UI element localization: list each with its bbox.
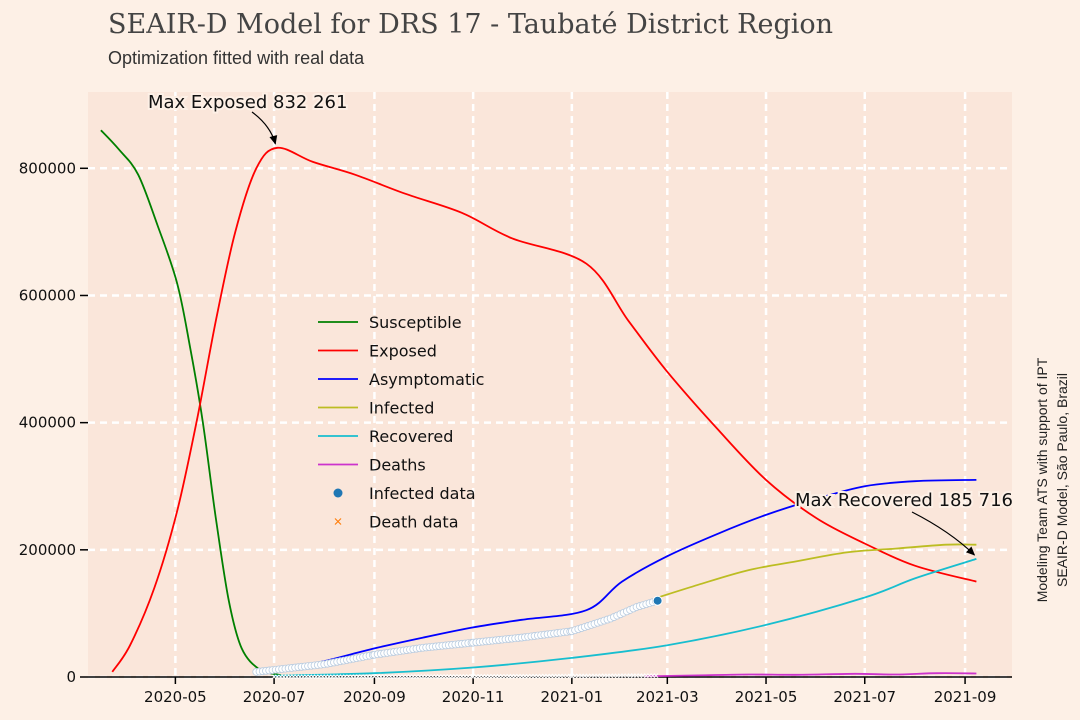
legend-item-0: Susceptible bbox=[318, 313, 462, 332]
legend-item-1: Exposed bbox=[318, 342, 437, 361]
death-data-point bbox=[567, 673, 573, 679]
y-tick-label-1: 200000 bbox=[19, 541, 76, 559]
credit-block: Modeling Team ATS with support of IPT SE… bbox=[1034, 357, 1070, 602]
y-tick-label-3: 600000 bbox=[19, 286, 76, 304]
legend-item-6: Infected data bbox=[333, 484, 476, 503]
series-line-infected bbox=[657, 543, 977, 599]
legend-label: Deaths bbox=[369, 456, 426, 475]
legend-label: Exposed bbox=[369, 342, 437, 361]
legend-item-4: Recovered bbox=[318, 427, 453, 446]
infected-data-last-point bbox=[652, 595, 663, 606]
x-tick-label-6: 2021-05 bbox=[735, 688, 798, 706]
legend-swatch bbox=[334, 518, 342, 525]
chart-subtitle: Optimization fitted with real data bbox=[108, 48, 365, 68]
series-line-recovered bbox=[274, 558, 977, 677]
x-tick-label-1: 2020-07 bbox=[243, 688, 306, 706]
legend-label: Infected data bbox=[369, 484, 476, 503]
series-line-susceptible bbox=[100, 129, 281, 676]
x-tick-label-0: 2020-05 bbox=[144, 688, 207, 706]
series-line-deaths bbox=[644, 672, 977, 678]
legend-item-3: Infected bbox=[318, 399, 434, 418]
legend-item-7: Death data bbox=[334, 513, 459, 532]
annotation-arrow-0 bbox=[251, 111, 278, 145]
death-data-point bbox=[469, 673, 474, 679]
y-tick-label-2: 400000 bbox=[19, 414, 76, 432]
y-tick-label-0: 0 bbox=[66, 668, 76, 686]
x-tick-label-2: 2020-09 bbox=[343, 688, 406, 706]
data-series-0 bbox=[252, 595, 663, 676]
series-line-exposed bbox=[111, 146, 977, 673]
x-tick-label-3: 2020-11 bbox=[442, 688, 505, 706]
x-tick-label-8: 2021-09 bbox=[934, 688, 997, 706]
x-tick-label-4: 2021-01 bbox=[541, 688, 604, 706]
series-line-asymptomatic bbox=[273, 479, 977, 673]
death-data-point bbox=[653, 673, 659, 678]
annotations: Max Exposed 832 261 Max Recovered 185 716 bbox=[146, 90, 1015, 556]
legend: Susceptible Exposed Asymptomatic Infected Re… bbox=[318, 313, 484, 532]
annotation-label-0: Max Exposed 832 261 bbox=[148, 92, 347, 113]
series-lines bbox=[100, 129, 977, 678]
x-tick-label-7: 2021-07 bbox=[833, 688, 896, 706]
legend-item-5: Deaths bbox=[318, 456, 426, 475]
legend-item-2: Asymptomatic bbox=[318, 370, 484, 389]
chart-title: SEAIR-D Model for DRS 17 - Taubaté Distr… bbox=[108, 9, 833, 40]
legend-label: Asymptomatic bbox=[369, 370, 484, 389]
legend-swatch bbox=[333, 488, 343, 498]
credit-line-2: SEAIR-D Model, São Paulo, Brazil bbox=[1054, 373, 1070, 587]
credit-line-1: Modeling Team ATS with support of IPT bbox=[1034, 357, 1050, 602]
legend-label: Infected bbox=[369, 399, 434, 418]
y-tick-label-4: 800000 bbox=[19, 159, 76, 177]
legend-label: Susceptible bbox=[369, 313, 462, 332]
legend-label: Death data bbox=[369, 513, 459, 532]
data-series-1 bbox=[271, 673, 659, 680]
annotation-arrow-1 bbox=[911, 511, 976, 556]
data-markers bbox=[252, 595, 663, 680]
plot-area bbox=[88, 92, 1012, 677]
x-tick-label-5: 2021-03 bbox=[636, 688, 699, 706]
legend-label: Recovered bbox=[369, 427, 453, 446]
annotation-label-1: Max Recovered 185 716 bbox=[795, 490, 1013, 511]
